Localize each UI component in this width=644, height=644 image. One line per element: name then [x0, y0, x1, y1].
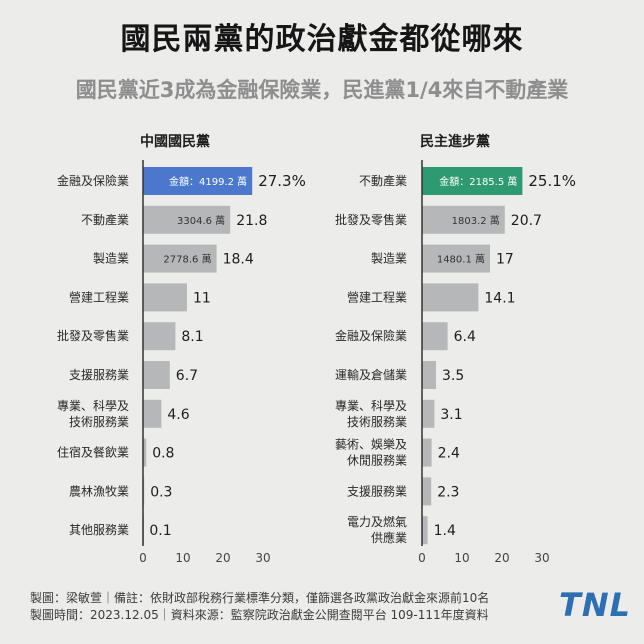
kmt-bar — [143, 361, 170, 389]
dpp-bar — [422, 205, 505, 234]
dpp-bar — [422, 322, 448, 351]
dpp-bar — [422, 438, 432, 467]
dpp-value-label: 3.5 — [442, 368, 464, 384]
kmt-x-tick-label: 0 — [139, 551, 147, 565]
kmt-value-label: 4.6 — [167, 407, 189, 423]
dpp-value-label: 3.1 — [440, 407, 462, 423]
dpp-category-label: 藝術、娛樂及休閒服務業 — [335, 437, 407, 468]
kmt-value-label: 21.8 — [236, 213, 267, 229]
dpp-amount-label: 1803.2 萬 — [452, 214, 500, 227]
kmt-category-label: 支援服務業 — [69, 368, 129, 382]
kmt-value-label: 18.4 — [223, 252, 254, 268]
dpp-bar — [422, 399, 435, 428]
dpp-x-tick-label: 10 — [454, 551, 469, 565]
dpp-bar — [422, 167, 523, 195]
kmt-value-label: 8.1 — [181, 329, 203, 345]
dpp-amount-label: 金額：2185.5 萬 — [439, 175, 517, 188]
dpp-amount-label: 1480.1 萬 — [437, 253, 485, 266]
kmt-value-label: 6.7 — [176, 368, 198, 384]
kmt-category-label: 營建工程業 — [69, 289, 129, 304]
dpp-bar — [422, 283, 479, 312]
kmt-amount-label: 3304.6 萬 — [177, 214, 225, 227]
kmt-bar — [143, 244, 217, 273]
kmt-value-label: 0.3 — [150, 484, 172, 500]
dpp-value-label: 17 — [496, 252, 514, 268]
dpp-category-label: 營建工程業 — [347, 289, 407, 304]
dpp-value-label: 14.1 — [484, 290, 515, 306]
dpp-bar — [422, 477, 432, 506]
kmt-bar — [143, 205, 231, 234]
kmt-category-label: 專業、科學及技術服務業 — [57, 399, 129, 429]
kmt-bar — [143, 399, 162, 428]
dpp-value-label: 20.7 — [511, 213, 542, 229]
kmt-amount-label: 2778.6 萬 — [163, 253, 211, 266]
footer-line-1: 製圖：梁敏萱｜備註：依財政部稅務行業標準分類，僅篩選各政黨政治獻金來源前10名 — [30, 591, 490, 605]
dpp-bar — [422, 244, 490, 273]
kmt-chart-title: 中國國民黨 — [140, 133, 210, 150]
kmt-category-label: 其他服務業 — [69, 523, 129, 537]
dpp-value-label: 6.4 — [454, 329, 476, 345]
kmt-amount-label: 金額：4199.2 萬 — [169, 175, 247, 188]
dpp-value-label: 1.4 — [434, 523, 456, 539]
kmt-value-label: 0.8 — [152, 446, 174, 462]
footer: 製圖：梁敏萱｜備註：依財政部稅務行業標準分類，僅篩選各政黨政治獻金來源前10名 … — [30, 590, 489, 624]
dpp-category-label: 專業、科學及技術服務業 — [335, 399, 407, 429]
dpp-x-tick-label: 0 — [418, 551, 426, 565]
page-subtitle: 國民黨近3成為金融保險業，民進黨1/4來自不動產業 — [75, 78, 569, 102]
kmt-value-label: 27.3% — [258, 172, 306, 190]
kmt-x-tick-label: 20 — [215, 551, 230, 565]
kmt-category-label: 製造業 — [93, 252, 129, 266]
dpp-x-tick-label: 20 — [494, 551, 509, 565]
dpp-bar — [422, 361, 436, 389]
page-title: 國民兩黨的政治獻金都從哪來 — [120, 22, 524, 57]
kmt-bar — [143, 283, 187, 312]
kmt-value-label: 0.1 — [149, 523, 171, 539]
kmt-category-label: 住宿及餐飲業 — [57, 445, 129, 460]
kmt-bar — [143, 438, 147, 467]
dpp-category-label: 不動產業 — [359, 173, 407, 188]
dpp-category-label: 製造業 — [371, 252, 407, 266]
kmt-category-label: 農林漁牧業 — [69, 484, 129, 498]
kmt-category-label: 批發及零售業 — [57, 328, 129, 343]
kmt-x-tick-label: 30 — [255, 551, 270, 565]
kmt-bar — [143, 322, 176, 351]
dpp-bar — [422, 516, 428, 545]
dpp-value-label: 25.1% — [528, 172, 576, 190]
kmt-x-tick-label: 10 — [175, 551, 190, 565]
kmt-category-label: 不動產業 — [81, 212, 129, 227]
dpp-category-label: 電力及燃氣供應業 — [347, 514, 407, 545]
kmt-bar — [143, 167, 253, 195]
dpp-category-label: 金融及保險業 — [335, 328, 407, 343]
footer-line-2: 製圖時間：2023.12.05｜資料來源：監察院政治獻金公開查閱平台 109-1… — [30, 608, 489, 622]
dpp-chart-title: 民主進步黨 — [420, 133, 490, 150]
dpp-value-label: 2.4 — [438, 446, 460, 462]
dpp-x-tick-label: 30 — [534, 551, 549, 565]
dpp-value-label: 2.3 — [437, 484, 459, 500]
dpp-category-label: 批發及零售業 — [335, 212, 407, 227]
dpp-category-label: 支援服務業 — [347, 484, 407, 498]
dpp-category-label: 運輸及倉儲業 — [335, 367, 407, 382]
kmt-value-label: 11 — [193, 290, 211, 306]
tnl-logo: TNL — [559, 586, 631, 624]
kmt-category-label: 金融及保險業 — [57, 173, 129, 188]
